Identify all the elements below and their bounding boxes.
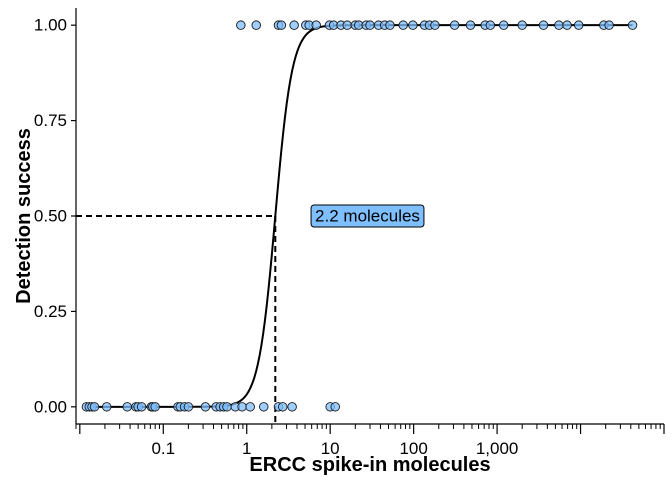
y-tick-label: 0.00 — [34, 397, 67, 416]
x-tick-label: 0.1 — [151, 439, 175, 458]
data-point — [330, 402, 340, 412]
annotation-label: 2.2 molecules — [315, 207, 420, 226]
data-point — [251, 20, 261, 30]
data-point — [101, 402, 112, 412]
data-point — [573, 20, 584, 30]
data-point — [465, 20, 476, 30]
data-point — [562, 20, 572, 30]
data-point — [485, 20, 496, 30]
y-tick-label: 0.25 — [34, 302, 67, 321]
data-point — [342, 20, 352, 30]
data-point — [200, 402, 211, 412]
data-point — [517, 20, 527, 30]
annotation-label-box — [310, 204, 425, 228]
y-tick-label: 0.50 — [34, 207, 67, 226]
data-point — [449, 20, 460, 30]
data-point — [183, 402, 194, 412]
data-point — [136, 402, 147, 412]
data-point — [122, 402, 132, 412]
data-point — [365, 20, 375, 30]
data-point — [554, 20, 564, 30]
data-point — [276, 20, 287, 30]
data-point — [236, 20, 246, 30]
data-point — [385, 20, 395, 30]
data-point — [627, 20, 638, 30]
x-tick-label: 1 — [242, 439, 251, 458]
data-point — [277, 402, 288, 412]
data-point — [237, 402, 247, 412]
y-axis-title: Detection success — [13, 128, 35, 304]
x-tick-label: 100 — [399, 439, 427, 458]
data-point — [311, 20, 321, 30]
data-point — [287, 402, 297, 412]
data-point — [604, 20, 614, 30]
annotation-layer: 2.2 molecules — [310, 204, 425, 228]
data-point — [245, 402, 255, 412]
y-tick-label: 1.00 — [34, 16, 67, 35]
data-point — [498, 20, 509, 30]
data-point — [259, 402, 269, 412]
reference-lines-layer — [76, 215, 277, 424]
data-point — [538, 20, 549, 30]
data-point — [89, 402, 100, 412]
data-point — [408, 20, 418, 30]
data-point — [222, 402, 232, 412]
y-tick-label: 0.75 — [34, 111, 67, 130]
x-axis-title: ERCC spike-in molecules — [249, 454, 490, 476]
data-points-layer — [81, 20, 638, 412]
x-tick-label: 10 — [321, 439, 340, 458]
data-point — [430, 20, 440, 30]
data-point — [289, 20, 299, 30]
x-tick-label: 1,000 — [476, 439, 519, 458]
data-point — [398, 20, 408, 30]
axes-layer: 0.00 0.25 0.50 0.75 1.00 0.1 1 10 100 1,000 — [34, 8, 665, 458]
data-point — [150, 402, 160, 412]
